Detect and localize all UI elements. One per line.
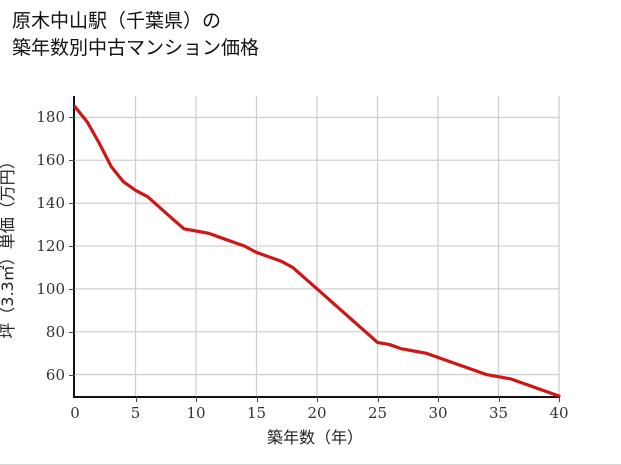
plot-area: 60 80 100 120 140 160 180 0 5 10 15 20 25 30 35 40 [36, 96, 569, 422]
y-tick-mark [69, 331, 75, 333]
x-tick-label: 40 [549, 404, 569, 422]
x-tick-label: 0 [70, 404, 80, 422]
x-axis-title: 築年数（年） [266, 428, 363, 447]
x-tick-mark [438, 396, 439, 402]
y-tick-mark [69, 288, 75, 290]
x-tick-mark [256, 396, 258, 402]
y-tick-mark [69, 160, 75, 162]
x-tick-mark [377, 396, 379, 402]
data-line-series [73, 105, 561, 398]
grid-lines [75, 96, 560, 396]
x-tick-label: 10 [186, 404, 206, 422]
x-tick-label: 35 [488, 404, 509, 422]
y-tick-label: 80 [45, 322, 65, 341]
x-tick-mark [317, 396, 318, 402]
y-tick-label: 100 [36, 279, 65, 298]
y-tick-mark [69, 117, 75, 119]
y-tick-label: 120 [36, 237, 65, 255]
y-tick-label: 160 [36, 151, 65, 170]
y-tick-label: 60 [45, 365, 65, 384]
x-tick-mark [559, 396, 560, 402]
x-tick-mark [135, 396, 137, 402]
y-tick-label: 140 [36, 194, 65, 213]
y-tick-mark [69, 246, 75, 247]
y-tick-mark [69, 203, 75, 205]
x-tick-label: 20 [307, 404, 327, 422]
chart-title: 原木中山駅（千葉県）の 築年数別中古マンション価格 [12, 10, 260, 59]
y-axis-title: 坪（3.3㎡）単価（万円） [0, 153, 17, 339]
y-tick-label: 180 [36, 108, 65, 127]
x-tick-mark [196, 396, 197, 402]
x-tick-label: 25 [367, 404, 388, 422]
x-tick-label: 30 [428, 404, 448, 422]
x-tick-label: 15 [246, 404, 267, 422]
y-tick-mark [69, 374, 75, 376]
x-tick-label: 5 [130, 404, 141, 422]
x-tick-mark [498, 396, 500, 402]
